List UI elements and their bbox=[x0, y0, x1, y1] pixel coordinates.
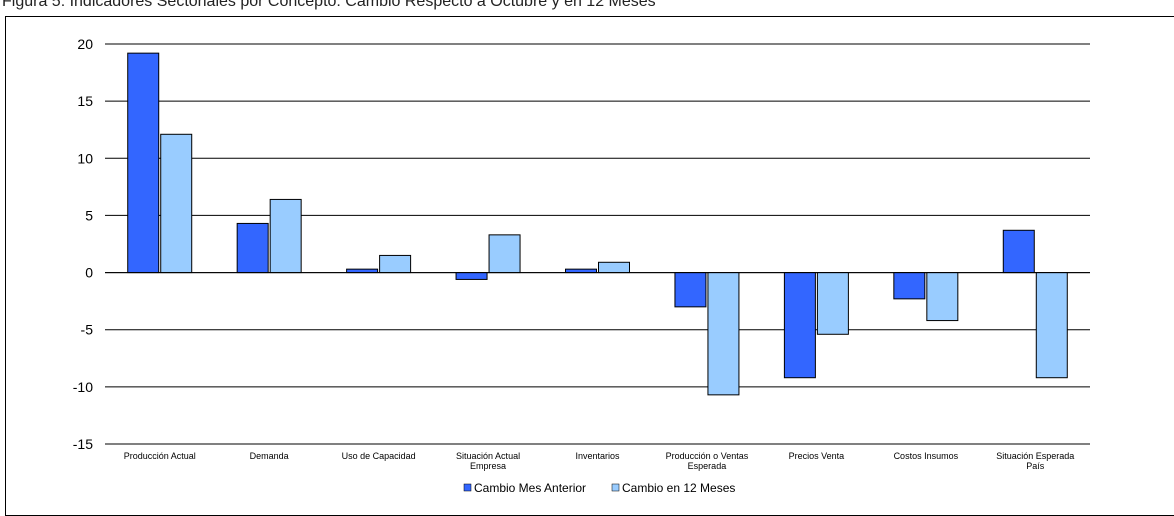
bar bbox=[455, 272, 488, 280]
bar bbox=[1002, 229, 1035, 274]
chart-title-strip: Figura 5: Indicadores Sectoriales por Co… bbox=[0, 0, 1174, 16]
legend-label: Cambio Mes Anterior bbox=[474, 481, 586, 495]
y-tick-label: -15 bbox=[73, 436, 93, 452]
x-tick-label: Situación Esperada bbox=[996, 451, 1074, 461]
y-tick-label: 15 bbox=[77, 93, 93, 109]
bar bbox=[565, 268, 597, 274]
x-tick-label: Producción o Ventas bbox=[666, 451, 749, 461]
bar bbox=[346, 268, 379, 274]
bar bbox=[926, 272, 959, 322]
bar bbox=[816, 272, 849, 335]
x-tick-label: Situación Actual bbox=[456, 451, 520, 461]
x-tick-label: Empresa bbox=[470, 461, 506, 471]
legend-swatch bbox=[463, 483, 472, 492]
x-tick-label: Inventarios bbox=[575, 451, 620, 461]
y-tick-label: 10 bbox=[77, 150, 93, 166]
bar bbox=[127, 52, 160, 274]
bar bbox=[160, 133, 193, 274]
y-tick-label: -5 bbox=[81, 322, 94, 338]
y-tick-label: -10 bbox=[73, 379, 93, 395]
x-tick-label: Costos Insumos bbox=[894, 451, 959, 461]
bar bbox=[236, 222, 269, 274]
y-tick-label: 0 bbox=[85, 265, 93, 281]
bar bbox=[893, 272, 926, 300]
y-tick-label: 5 bbox=[85, 207, 93, 223]
bar bbox=[674, 272, 707, 308]
x-tick-label: Uso de Capacidad bbox=[342, 451, 416, 461]
bar bbox=[707, 272, 740, 396]
bar bbox=[379, 254, 412, 274]
y-tick-label: 20 bbox=[77, 36, 93, 52]
chart-title: Figura 5: Indicadores Sectoriales por Co… bbox=[2, 0, 656, 10]
x-tick-label: Producción Actual bbox=[124, 451, 196, 461]
legend-swatch bbox=[611, 483, 620, 492]
x-tick-label: Precios Venta bbox=[789, 451, 845, 461]
bar bbox=[783, 272, 816, 379]
x-tick-label: Esperada bbox=[688, 461, 727, 471]
x-tick-label: País bbox=[1026, 461, 1045, 471]
bar bbox=[269, 198, 302, 274]
bar bbox=[488, 234, 521, 274]
bar bbox=[1035, 272, 1068, 379]
bar bbox=[598, 261, 630, 274]
x-tick-label: Demanda bbox=[250, 451, 289, 461]
legend-label: Cambio en 12 Meses bbox=[622, 481, 735, 495]
